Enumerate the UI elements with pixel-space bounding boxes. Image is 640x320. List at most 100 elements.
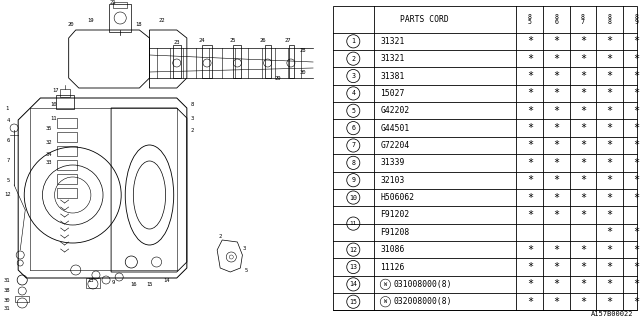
Text: *: * xyxy=(580,71,586,81)
Text: 38: 38 xyxy=(4,289,10,293)
Text: 16: 16 xyxy=(130,282,136,286)
Text: *: * xyxy=(554,88,559,99)
Text: 31086: 31086 xyxy=(380,245,404,254)
Text: *: * xyxy=(633,193,639,203)
Text: *: * xyxy=(633,36,639,46)
Bar xyxy=(56,118,77,128)
Text: *: * xyxy=(633,88,639,99)
Text: 23: 23 xyxy=(173,41,180,45)
Text: H506062: H506062 xyxy=(380,193,414,202)
Text: *: * xyxy=(554,106,559,116)
Text: 5: 5 xyxy=(245,268,248,273)
Text: 31321: 31321 xyxy=(380,54,404,63)
Text: 10: 10 xyxy=(51,102,57,108)
Text: 8: 8 xyxy=(351,160,355,166)
Text: 25: 25 xyxy=(229,37,236,43)
Text: *: * xyxy=(554,123,559,133)
Text: *: * xyxy=(580,54,586,64)
Text: *: * xyxy=(633,262,639,272)
Text: *: * xyxy=(554,71,559,81)
Text: 19: 19 xyxy=(88,18,94,22)
Text: *: * xyxy=(527,262,533,272)
Text: *: * xyxy=(633,297,639,307)
Text: *: * xyxy=(580,158,586,168)
Bar xyxy=(56,174,77,184)
Text: *: * xyxy=(607,175,612,185)
Text: 31321: 31321 xyxy=(380,37,404,46)
Text: *: * xyxy=(607,193,612,203)
Text: F91208: F91208 xyxy=(380,228,410,237)
Text: *: * xyxy=(607,227,612,237)
Text: *: * xyxy=(607,158,612,168)
Text: *: * xyxy=(554,262,559,272)
Text: 11: 11 xyxy=(51,116,57,121)
Text: *: * xyxy=(580,244,586,255)
Text: *: * xyxy=(607,88,612,99)
Text: 8
5: 8 5 xyxy=(528,14,532,25)
Text: 17: 17 xyxy=(52,87,59,92)
Text: 8
7: 8 7 xyxy=(581,14,585,25)
Text: 35: 35 xyxy=(45,125,52,131)
Text: *: * xyxy=(607,54,612,64)
Text: 7: 7 xyxy=(351,142,355,148)
Text: *: * xyxy=(633,106,639,116)
Text: *: * xyxy=(607,106,612,116)
Text: 3: 3 xyxy=(351,73,355,79)
Text: *: * xyxy=(527,158,533,168)
Text: *: * xyxy=(554,210,559,220)
Text: *: * xyxy=(580,262,586,272)
Text: *: * xyxy=(554,175,559,185)
Text: *: * xyxy=(633,158,639,168)
Text: 8: 8 xyxy=(190,102,193,108)
Text: 12: 12 xyxy=(349,247,357,253)
Bar xyxy=(113,2,127,8)
Text: 2: 2 xyxy=(351,56,355,62)
Bar xyxy=(56,146,77,156)
Text: *: * xyxy=(554,158,559,168)
Text: *: * xyxy=(580,36,586,46)
Text: PARTS CORD: PARTS CORD xyxy=(400,15,449,24)
Text: *: * xyxy=(607,210,612,220)
Text: *: * xyxy=(607,279,612,289)
Text: 15027: 15027 xyxy=(380,89,404,98)
Text: 9: 9 xyxy=(351,177,355,183)
Text: *: * xyxy=(633,279,639,289)
Text: *: * xyxy=(527,140,533,150)
Text: *: * xyxy=(527,244,533,255)
Text: 31: 31 xyxy=(4,306,10,310)
Text: 28: 28 xyxy=(300,47,307,52)
Bar xyxy=(56,132,77,142)
Text: *: * xyxy=(554,36,559,46)
Text: *: * xyxy=(580,140,586,150)
Text: *: * xyxy=(633,123,639,133)
Text: W: W xyxy=(384,299,387,304)
Text: *: * xyxy=(607,297,612,307)
Bar xyxy=(234,45,241,78)
Text: *: * xyxy=(527,279,533,289)
Text: 6: 6 xyxy=(6,138,10,142)
Bar xyxy=(86,278,100,288)
Text: *: * xyxy=(527,54,533,64)
Text: 32: 32 xyxy=(45,140,52,145)
Text: 13: 13 xyxy=(88,277,94,283)
Text: 10: 10 xyxy=(349,195,357,201)
Text: *: * xyxy=(527,175,533,185)
Bar xyxy=(202,45,212,78)
Text: 34: 34 xyxy=(45,151,52,156)
Text: 7: 7 xyxy=(6,157,10,163)
Text: *: * xyxy=(633,140,639,150)
Text: G44501: G44501 xyxy=(380,124,410,132)
Text: *: * xyxy=(580,106,586,116)
Bar xyxy=(15,296,29,302)
Text: *: * xyxy=(554,297,559,307)
Text: 1: 1 xyxy=(351,38,355,44)
Text: 032008000(8): 032008000(8) xyxy=(394,297,452,306)
Text: 18: 18 xyxy=(135,22,141,28)
Text: *: * xyxy=(580,297,586,307)
Text: 21: 21 xyxy=(110,0,116,4)
Text: *: * xyxy=(580,123,586,133)
Text: 4: 4 xyxy=(6,117,10,123)
Text: 31339: 31339 xyxy=(380,158,404,167)
Text: 20: 20 xyxy=(67,22,74,28)
Text: 26: 26 xyxy=(259,37,266,43)
